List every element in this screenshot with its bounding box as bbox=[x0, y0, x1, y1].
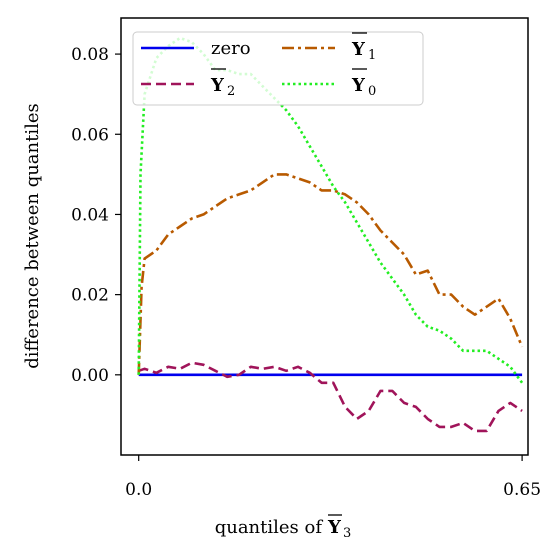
legend-symbol-1: Y bbox=[210, 75, 225, 96]
legend-subscript-2: 1 bbox=[368, 48, 376, 63]
legend-label-0: zero bbox=[211, 38, 251, 59]
y-axis: 0.00 0.02 0.04 0.06 0.08 bbox=[71, 45, 121, 386]
x-axis-label-subscript: 3 bbox=[343, 526, 351, 541]
legend-symbol-3: Y bbox=[351, 75, 366, 96]
x-tick-label: 0.0 bbox=[125, 480, 152, 500]
y-tick-label: 0.02 bbox=[71, 286, 109, 306]
x-axis: 0.0 0.65 bbox=[125, 455, 541, 500]
x-tick-label: 0.65 bbox=[503, 480, 541, 500]
legend-symbol-2: Y bbox=[351, 39, 366, 60]
plot-frame bbox=[120, 17, 529, 456]
legend-box bbox=[132, 31, 424, 106]
legend-subscript-1: 2 bbox=[227, 84, 235, 99]
y-tick-label: 0.06 bbox=[71, 125, 109, 145]
x-axis-label-symbol: Y bbox=[327, 517, 342, 538]
series-line-1 bbox=[138, 361, 523, 433]
x-axis-label-text: quantiles of bbox=[215, 517, 324, 538]
legend-subscript-3: 0 bbox=[368, 84, 376, 99]
y-tick-label: 0.08 bbox=[71, 45, 109, 65]
y-axis-label: difference between quantiles bbox=[22, 103, 43, 369]
series-line-2 bbox=[137, 173, 524, 375]
y-tick-label: 0.04 bbox=[71, 205, 109, 225]
y-tick-label: 0.00 bbox=[71, 366, 109, 386]
x-axis-label: quantiles of Y 3 bbox=[215, 514, 351, 541]
